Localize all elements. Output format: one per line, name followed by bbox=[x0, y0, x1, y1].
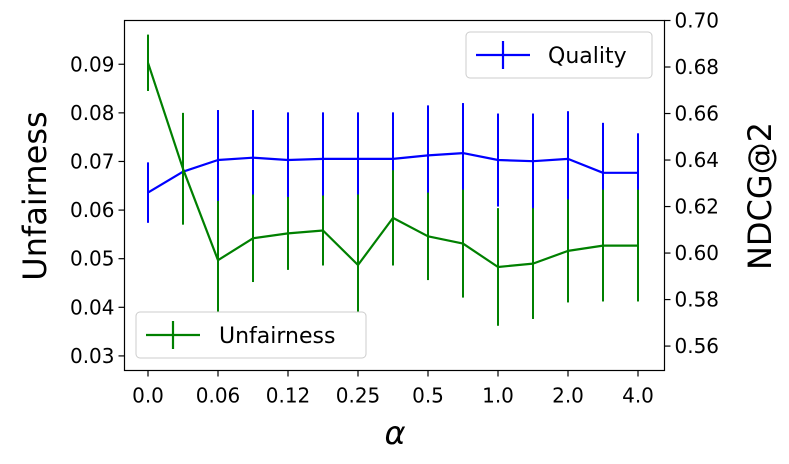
right-tick-label: 0.66 bbox=[675, 102, 720, 126]
x-tick-label: 0.0 bbox=[132, 384, 164, 408]
x-tick-label: 0.25 bbox=[336, 384, 381, 408]
legend-unfairness: Unfairness bbox=[135, 311, 367, 359]
right-tick-label: 0.68 bbox=[675, 55, 720, 79]
right-tick-label: 0.56 bbox=[675, 334, 720, 358]
left-tick-label: 0.05 bbox=[70, 247, 115, 271]
right-tick-label: 0.62 bbox=[675, 195, 720, 219]
unfairness-line bbox=[146, 62, 638, 269]
left-tick-label: 0.08 bbox=[70, 101, 115, 125]
x-axis-title: α bbox=[384, 414, 405, 452]
right-y-axis: 0.56 0.58 0.60 0.62 0.64 0.66 0.68 0.70 bbox=[664, 9, 720, 358]
x-tick-label: 0.06 bbox=[196, 384, 241, 408]
quality-line bbox=[147, 152, 638, 194]
right-tick-label: 0.70 bbox=[675, 9, 720, 33]
left-y-axis: 0.03 0.04 0.05 0.06 0.07 0.08 0.09 bbox=[70, 52, 125, 368]
legend-quality-label: Quality bbox=[548, 44, 627, 69]
left-tick-label: 0.04 bbox=[70, 295, 115, 319]
x-axis: 0.0 0.06 0.12 0.25 0.5 1.0 2.0 4.0 bbox=[132, 370, 654, 408]
right-tick-label: 0.58 bbox=[675, 288, 720, 312]
left-tick-label: 0.03 bbox=[70, 344, 115, 368]
legend-unfairness-label: Unfairness bbox=[219, 324, 335, 349]
legend-quality-frame bbox=[465, 31, 653, 79]
legend-quality: Quality bbox=[465, 31, 653, 79]
right-tick-label: 0.64 bbox=[675, 148, 720, 172]
x-tick-label: 2.0 bbox=[552, 384, 584, 408]
right-y-axis-title: NDCG@2 bbox=[741, 122, 779, 270]
series-layer bbox=[146, 34, 639, 336]
x-tick-label: 0.5 bbox=[412, 384, 444, 408]
left-tick-label: 0.06 bbox=[70, 198, 115, 222]
plot-frame bbox=[123, 19, 666, 372]
left-tick-label: 0.07 bbox=[70, 149, 115, 173]
left-tick-label: 0.09 bbox=[70, 52, 115, 76]
x-tick-label: 0.12 bbox=[266, 384, 311, 408]
right-tick-label: 0.60 bbox=[675, 241, 720, 265]
x-tick-label: 1.0 bbox=[482, 384, 514, 408]
x-tick-label: 4.0 bbox=[622, 384, 654, 408]
legend-unfairness-frame bbox=[135, 311, 367, 359]
left-y-axis-title: Unfairness bbox=[16, 111, 54, 280]
series-unfairness bbox=[146, 34, 639, 336]
